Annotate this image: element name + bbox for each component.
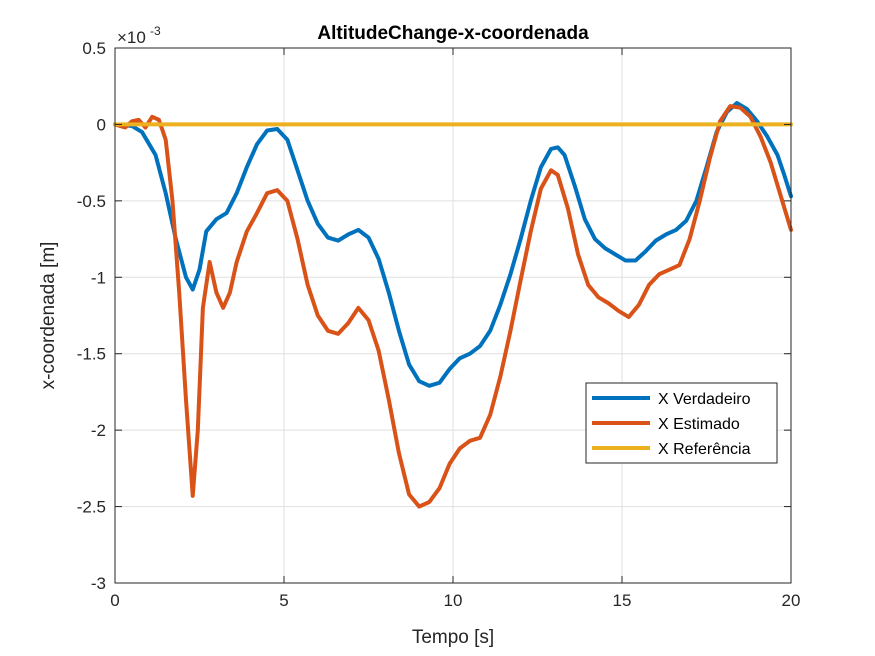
x-axis-label: Tempo [s] xyxy=(412,627,494,648)
x-tick-label: 10 xyxy=(444,591,463,610)
legend-label-estimado: X Estimado xyxy=(658,416,740,433)
y-tick-label: -1.5 xyxy=(77,345,106,364)
y-tick-label: -1 xyxy=(91,268,106,287)
y-axis-label: x-coordenada [m] xyxy=(38,242,59,390)
y-tick-label: -0.5 xyxy=(77,192,106,211)
y-exponent-base: ×10 xyxy=(117,28,146,47)
x-tick-label: 0 xyxy=(110,591,119,610)
y-tick-label: 0.5 xyxy=(82,39,106,58)
tick-labels: 0 5 10 15 20 -3 -2.5 -2 -1.5 -1 -0.5 0 0.5 xyxy=(77,39,801,610)
series-line-estimado xyxy=(113,104,793,509)
y-tick-label: -2.5 xyxy=(77,498,106,517)
y-tick-label: -2 xyxy=(91,421,106,440)
ticks xyxy=(114,47,792,584)
legend-label-verdadeiro: X Verdadeiro xyxy=(658,391,751,408)
series-line-verdadeiro xyxy=(113,101,793,388)
x-tick-label: 15 xyxy=(613,591,632,610)
series-layer xyxy=(113,101,793,509)
legend: X Verdadeiro X Estimado X Referência xyxy=(585,382,778,464)
legend-label-referencia: X Referência xyxy=(658,441,751,458)
y-tick-label: 0 xyxy=(97,115,106,134)
y-tick-label: -3 xyxy=(91,574,106,593)
chart-title: AltitudeChange-x-coordenada xyxy=(317,23,589,44)
x-tick-label: 5 xyxy=(279,591,288,610)
x-tick-label: 20 xyxy=(782,591,801,610)
y-exponent-power: -3 xyxy=(150,24,161,38)
